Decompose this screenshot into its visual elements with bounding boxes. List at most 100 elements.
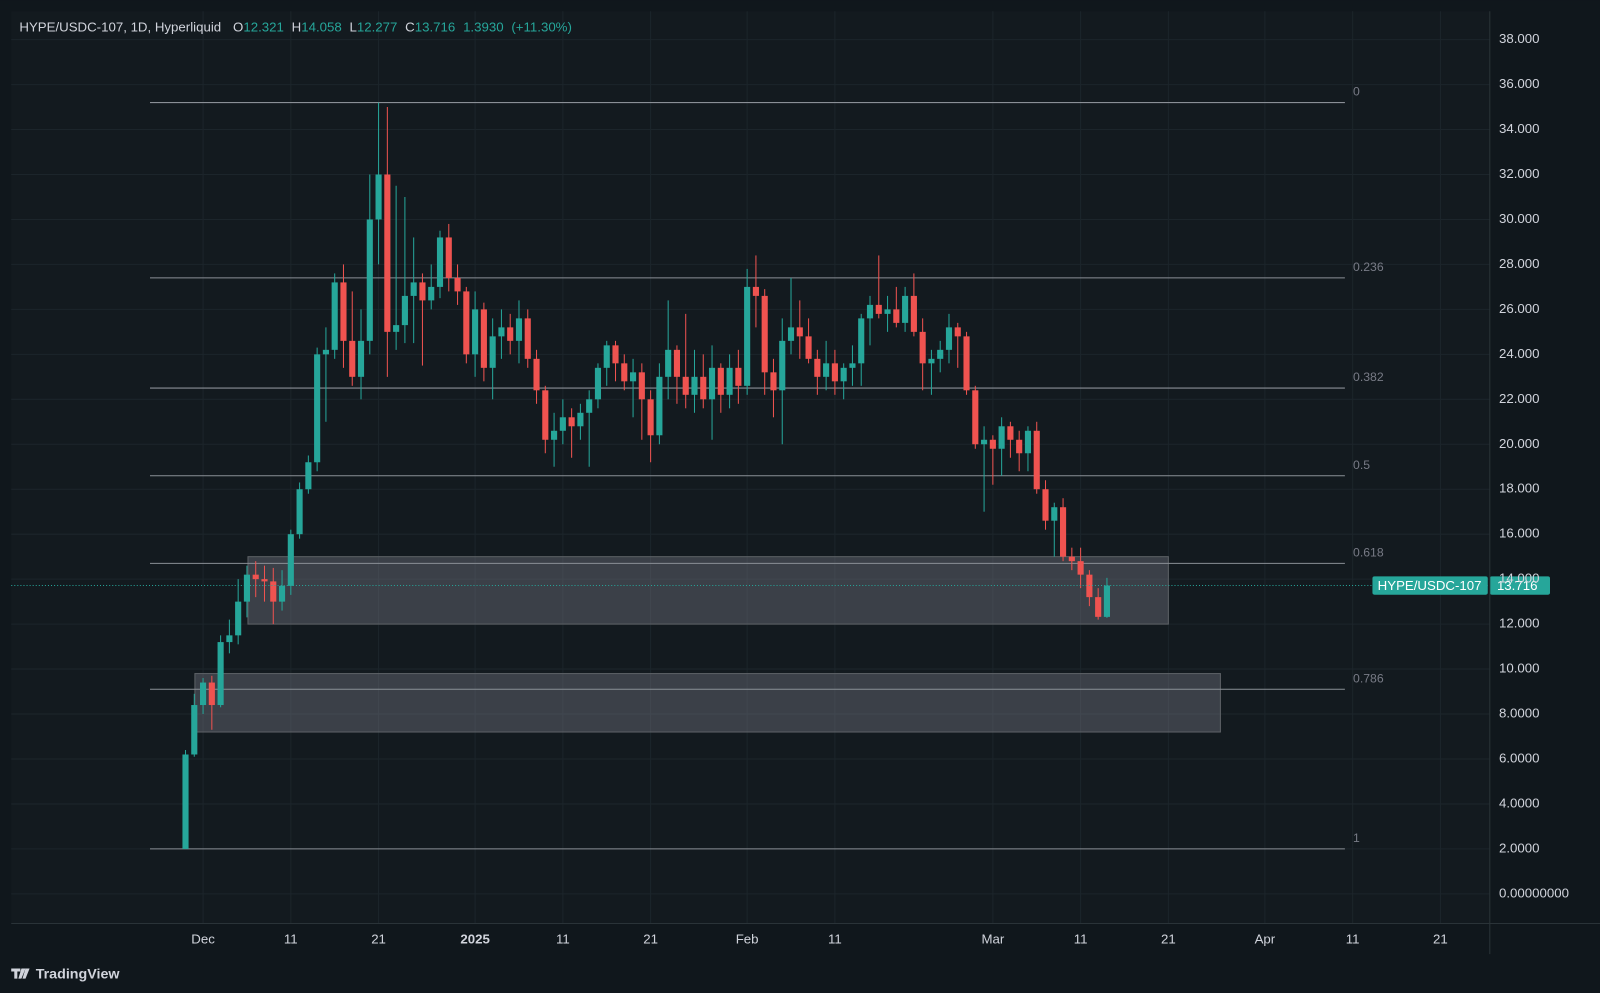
low-value: 12.277 xyxy=(357,19,398,34)
candle-body xyxy=(287,534,294,586)
plot-area xyxy=(11,11,1490,924)
candle-body xyxy=(761,295,768,373)
footer-logo: TradingView xyxy=(11,966,120,982)
candle-body xyxy=(278,585,286,602)
candle-body xyxy=(463,291,470,355)
candle-body xyxy=(726,367,733,395)
candle-body xyxy=(673,349,680,377)
y-tick-label: 14.000 xyxy=(1499,571,1540,586)
y-tick-label: 0.00000000 xyxy=(1499,885,1569,900)
candle-body xyxy=(375,174,382,220)
candle-body xyxy=(1007,426,1014,440)
candle-body xyxy=(875,304,882,314)
change-percent: (+11.30%) xyxy=(511,19,572,34)
y-tick-label: 22.000 xyxy=(1499,391,1540,406)
candle-body xyxy=(603,345,610,368)
change-value: 1.3930 xyxy=(463,19,504,34)
candle-body xyxy=(577,412,584,427)
candle-body xyxy=(805,336,812,359)
fib-label: 1 xyxy=(1353,831,1360,845)
candle-body xyxy=(787,327,795,341)
candle-body xyxy=(796,327,803,337)
candle-body xyxy=(621,363,628,382)
y-tick-label: 28.000 xyxy=(1499,256,1540,271)
x-tick-label: 21 xyxy=(371,931,386,946)
candle-body xyxy=(708,367,716,400)
candle-body xyxy=(296,489,303,535)
x-tick-label: 11 xyxy=(1074,931,1088,946)
candle-body xyxy=(1068,556,1075,562)
candle-body xyxy=(981,439,988,445)
high-value: 14.058 xyxy=(301,19,342,34)
candle-body xyxy=(1033,430,1040,490)
candle-body xyxy=(586,399,593,413)
candle-body xyxy=(454,277,461,292)
candle-body xyxy=(744,286,751,386)
candle-body xyxy=(331,282,338,350)
candle-body xyxy=(594,367,602,400)
candles xyxy=(182,102,1110,849)
y-tick-label: 26.000 xyxy=(1499,301,1540,316)
candle-body xyxy=(472,309,479,355)
x-tick-label: Feb xyxy=(736,931,759,946)
close-value: 13.716 xyxy=(415,19,456,34)
candle-body xyxy=(436,237,444,287)
x-tick-label: 2025 xyxy=(460,931,489,946)
candle-body xyxy=(928,358,935,364)
candle-body xyxy=(428,286,435,301)
x-tick-label: 21 xyxy=(1433,931,1448,946)
candle-body xyxy=(515,318,523,341)
symbol-badge xyxy=(1372,576,1488,595)
candle-body xyxy=(1060,507,1067,557)
candle-body xyxy=(393,325,400,332)
x-tick-label: Mar xyxy=(981,931,1004,946)
candle-body xyxy=(357,340,365,377)
candle-body xyxy=(551,430,558,440)
candle-body xyxy=(524,318,531,359)
candle-body xyxy=(1016,439,1023,454)
overlay: HYPE/USDC-107 13.716 xyxy=(11,576,1550,595)
candle-body xyxy=(638,372,645,400)
candle-body xyxy=(568,417,575,427)
candle-body xyxy=(963,336,970,391)
candle-body xyxy=(340,282,347,341)
y-tick-label: 34.000 xyxy=(1499,121,1540,136)
candle-body xyxy=(902,295,909,323)
candle-body xyxy=(919,331,926,364)
candle-body xyxy=(1103,585,1110,617)
candle-body xyxy=(191,705,198,755)
candle-body xyxy=(717,367,724,395)
zone xyxy=(247,556,1169,625)
fib-label: 0.786 xyxy=(1353,671,1384,685)
candle-body xyxy=(858,318,865,364)
high-label: H xyxy=(292,19,302,34)
fib-label: 0.382 xyxy=(1353,370,1384,384)
candle-body xyxy=(630,372,637,382)
candle-body xyxy=(305,462,312,490)
candle-body xyxy=(937,349,944,359)
candle-body xyxy=(735,367,742,386)
x-tick-label: 11 xyxy=(556,931,570,946)
candle-body xyxy=(823,363,830,377)
candle-body xyxy=(270,581,277,602)
candle-body xyxy=(401,295,408,326)
candle-body xyxy=(349,340,356,377)
candle-body xyxy=(656,376,663,436)
candle-body xyxy=(612,345,619,364)
fib-label: 0.618 xyxy=(1353,545,1384,559)
candle-body xyxy=(972,390,979,445)
y-tick-label: 16.000 xyxy=(1499,526,1540,541)
candle-body xyxy=(182,754,189,849)
candle-body xyxy=(1095,597,1102,617)
y-tick-label: 32.000 xyxy=(1499,166,1540,181)
candle-body xyxy=(1042,489,1049,521)
candle-body xyxy=(533,358,540,391)
footer-brand: TradingView xyxy=(36,966,121,982)
x-tick-label: 11 xyxy=(284,931,298,946)
candle-body xyxy=(849,363,856,368)
candle-body xyxy=(200,682,207,706)
zones xyxy=(194,556,1221,733)
chart-header: HYPE/USDC-107, 1D, Hyperliquid O12.321 H… xyxy=(19,19,572,34)
candle-body xyxy=(770,372,777,391)
